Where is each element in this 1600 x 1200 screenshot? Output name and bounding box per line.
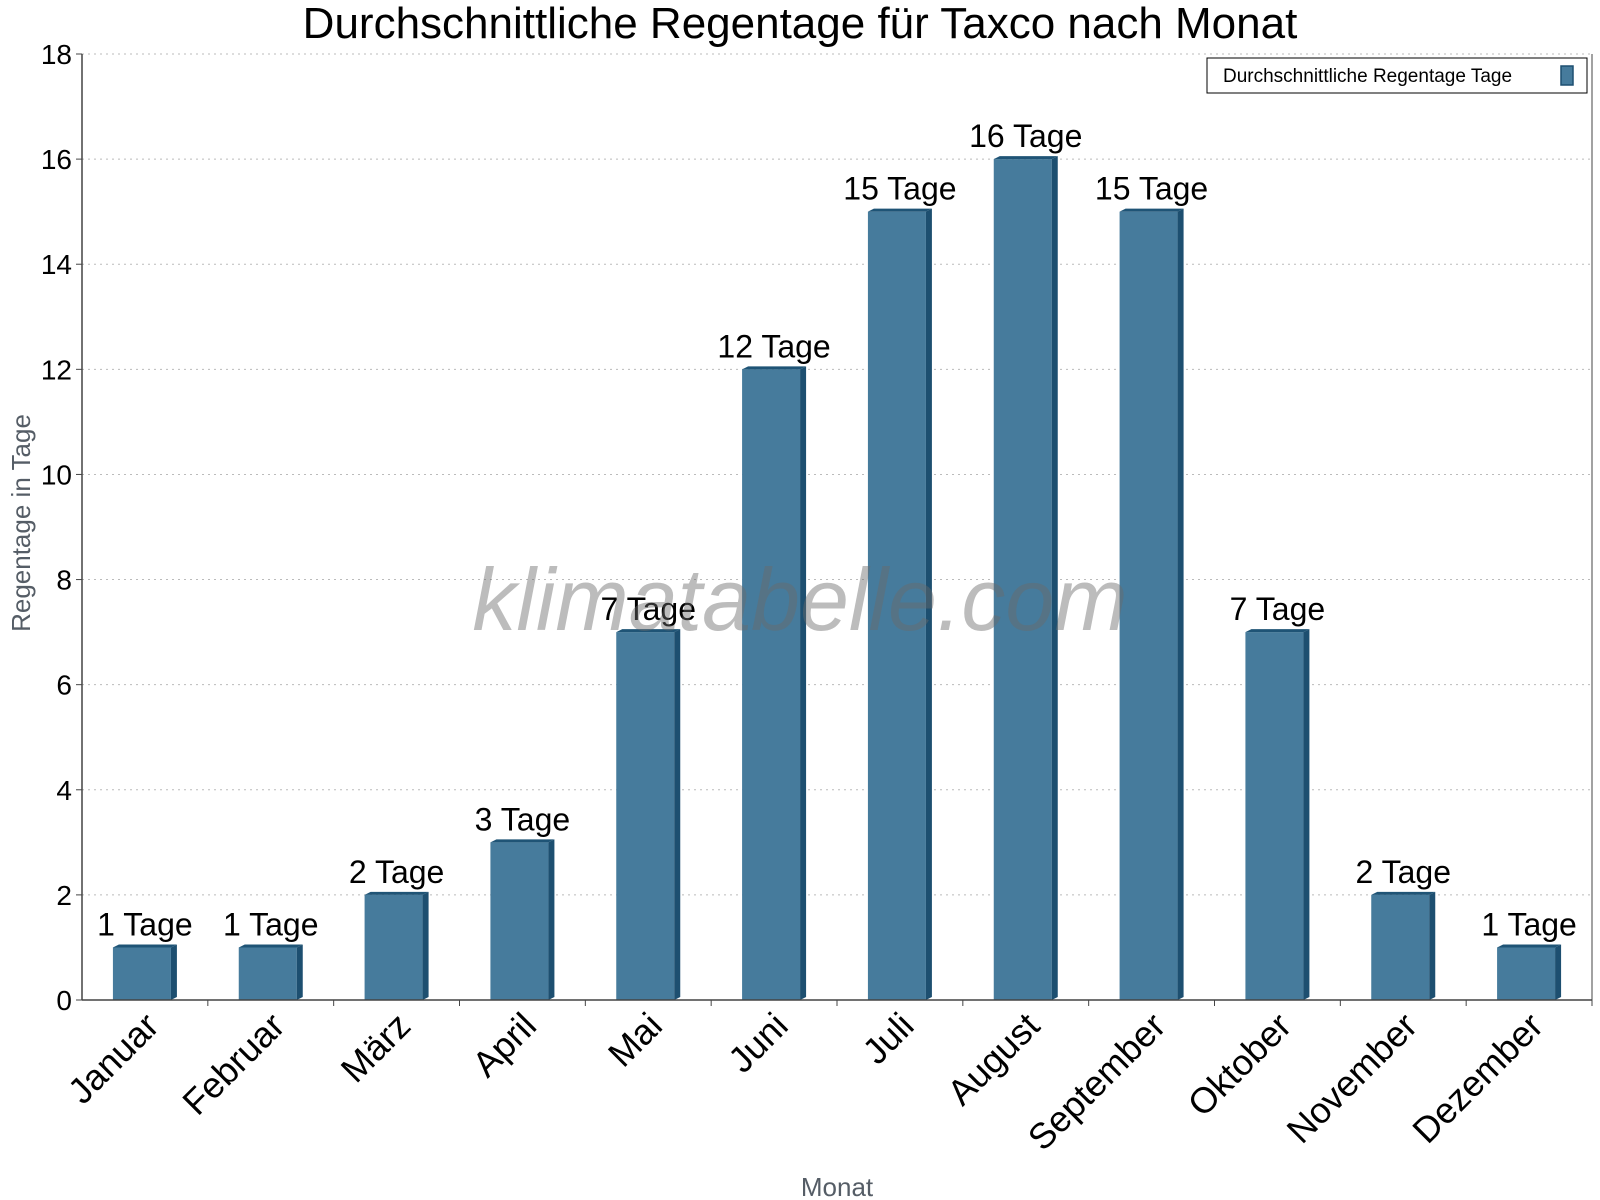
bar-10 <box>1245 632 1304 1000</box>
bar-side-12 <box>1555 944 1562 1000</box>
bar-top-3 <box>364 891 429 895</box>
bar-3 <box>364 894 423 1000</box>
bar-side-2 <box>296 944 303 1000</box>
data-label-3: 2 Tage <box>349 854 445 890</box>
bar-8 <box>993 159 1052 1001</box>
legend-box <box>1206 57 1588 94</box>
axes <box>81 54 1593 1001</box>
bar-top-6 <box>742 366 807 370</box>
data-label-6: 12 Tage <box>717 328 830 364</box>
y-axis-ticks: 0 2 4 6 8 10 12 14 16 18 <box>41 39 82 1016</box>
bar-top-5 <box>616 629 681 633</box>
legend-label: Durchschnittliche Regentage Tage <box>1223 66 1512 87</box>
y-tick-label-2: 4 <box>56 775 72 806</box>
y-tick-label-9: 18 <box>41 39 72 70</box>
bar-side-8 <box>1051 156 1058 1001</box>
bar-top-11 <box>1371 891 1436 895</box>
bar-1 <box>112 947 171 1000</box>
data-label-10: 7 Tage <box>1230 591 1326 627</box>
bar-top-7 <box>867 208 932 212</box>
legend: Durchschnittliche Regentage Tage <box>1206 57 1588 94</box>
bar-side-3 <box>422 891 429 1000</box>
x-axis-ticks: Januar Februar März April Mai Juni Juli AugustS… <box>60 1000 1593 1159</box>
y-tick-label-4: 8 <box>56 565 72 596</box>
bar-9 <box>1119 211 1178 1000</box>
bar-11 <box>1371 894 1430 1000</box>
bar-5 <box>616 632 675 1000</box>
bar-4 <box>490 842 549 1000</box>
x-tick-label-9: September <box>1020 1005 1174 1159</box>
bar-top-9 <box>1119 208 1184 212</box>
bar-top-4 <box>490 839 555 843</box>
bar-2 <box>238 947 297 1000</box>
bar-side-10 <box>1303 629 1310 1000</box>
y-axis-title: Regentage in Tage <box>6 414 36 632</box>
x-tick-label-8: August <box>939 1005 1047 1113</box>
y-tick-label-3: 6 <box>56 670 72 701</box>
x-tick-label-6: Juni <box>720 1005 796 1081</box>
data-label-9: 15 Tage <box>1095 171 1208 207</box>
data-label-5: 7 Tage <box>601 591 697 627</box>
x-tick-label-4: April <box>464 1005 544 1085</box>
x-tick-label-7: Juli <box>854 1005 921 1072</box>
bar-top-1 <box>112 944 177 948</box>
data-label-8: 16 Tage <box>969 118 1082 154</box>
y-tick-label-5: 10 <box>41 459 72 490</box>
data-label-4: 3 Tage <box>475 801 571 837</box>
x-tick-label-11: November <box>1278 1005 1424 1151</box>
bar-side-4 <box>548 839 555 1000</box>
bar-side-6 <box>800 366 807 1000</box>
bar-side-1 <box>170 944 177 1000</box>
bar-7 <box>867 211 926 1000</box>
bar-top-12 <box>1497 944 1562 948</box>
watermark: klimatabelle.com <box>472 550 1127 649</box>
data-label-1: 1 Tage <box>97 906 193 942</box>
bar-top-8 <box>993 156 1058 160</box>
grid-lines <box>82 53 1592 896</box>
y-tick-label-8: 16 <box>41 144 72 175</box>
y-tick-label-0: 0 <box>56 985 72 1016</box>
bar-side-11 <box>1429 891 1436 1000</box>
legend-swatch <box>1560 65 1574 86</box>
bar-6 <box>742 369 801 1000</box>
x-tick-label-2: Februar <box>174 1005 292 1123</box>
bar-side-5 <box>674 629 681 1000</box>
x-tick-label-10: Oktober <box>1180 1005 1300 1125</box>
bar-12 <box>1497 947 1556 1000</box>
data-label-7: 15 Tage <box>843 171 956 207</box>
x-tick-label-5: Mai <box>600 1005 670 1075</box>
data-label-2: 1 Tage <box>223 906 319 942</box>
bar-top-10 <box>1245 629 1310 633</box>
data-label-11: 2 Tage <box>1356 854 1452 890</box>
x-axis-title: Monat <box>801 1172 874 1200</box>
bar-top-2 <box>238 944 303 948</box>
x-tick-label-12: Dezember <box>1404 1005 1550 1151</box>
x-tick-label-1: Januar <box>60 1005 167 1112</box>
chart-title: Durchschnittliche Regentage für Taxco na… <box>303 0 1298 48</box>
y-tick-label-7: 14 <box>41 249 72 280</box>
x-tick-label-3: März <box>333 1005 419 1091</box>
y-tick-label-6: 12 <box>41 354 72 385</box>
bars: 1 Tage 1 Tage 2 Tage 3 Tage 7 Tage 12 Tage 15 … <box>97 118 1577 1001</box>
bar-side-7 <box>925 208 932 1000</box>
data-label-12: 1 Tage <box>1481 906 1577 942</box>
bar-side-9 <box>1177 208 1184 1000</box>
y-tick-label-1: 2 <box>56 880 72 911</box>
